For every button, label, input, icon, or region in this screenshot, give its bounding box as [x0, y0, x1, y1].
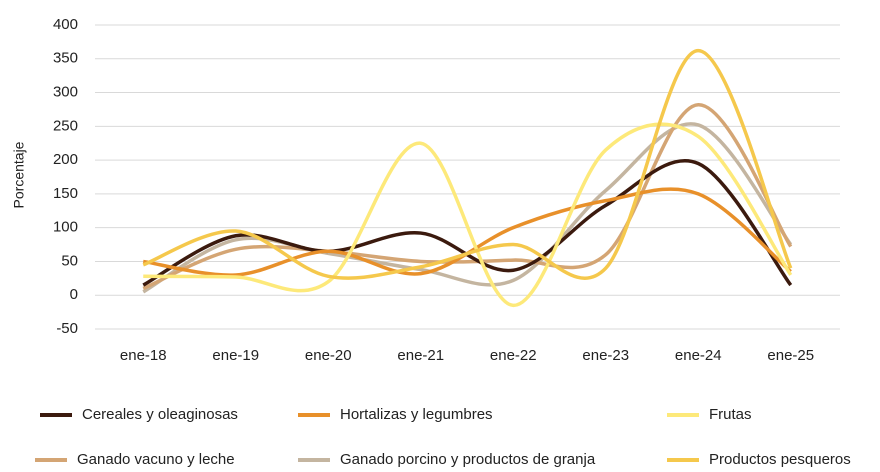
- y-axis-label: Porcentaje: [11, 141, 27, 208]
- series-line: [142, 122, 793, 294]
- y-tick-label: -50: [56, 320, 78, 337]
- series-line: [142, 102, 793, 291]
- x-tick-label: ene-21: [397, 347, 444, 364]
- y-tick-label: 200: [53, 151, 78, 168]
- legend-label: Cereales y oleaginosas: [82, 406, 238, 423]
- y-tick-label: 250: [53, 117, 78, 134]
- x-tick-label: ene-22: [490, 347, 537, 364]
- series-line: [142, 48, 793, 280]
- legend-label: Frutas: [709, 406, 752, 423]
- x-tick-label: ene-19: [212, 347, 259, 364]
- x-tick-label: ene-23: [582, 347, 629, 364]
- series-line: [143, 122, 793, 308]
- y-tick-label: 400: [53, 16, 78, 33]
- y-tick-label: 350: [53, 50, 78, 67]
- y-tick-label: 150: [53, 185, 78, 202]
- x-tick-label: ene-20: [305, 347, 352, 364]
- legend-label: Ganado porcino y productos de granja: [340, 451, 596, 468]
- y-tick-label: 0: [70, 286, 78, 303]
- y-tick-label: 50: [61, 252, 78, 269]
- legend-label: Ganado vacuno y leche: [77, 451, 235, 468]
- y-tick-label: 100: [53, 219, 78, 236]
- y-tick-label: 300: [53, 84, 78, 101]
- legend-label: Productos pesqueros: [709, 451, 851, 468]
- x-tick-label: ene-18: [120, 347, 167, 364]
- x-tick-label: ene-24: [675, 347, 722, 364]
- legend-label: Hortalizas y legumbres: [340, 406, 493, 423]
- x-tick-label: ene-25: [767, 347, 814, 364]
